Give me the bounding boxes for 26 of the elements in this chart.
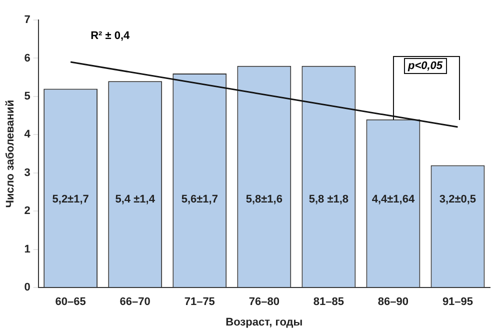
annotation: R² ± 0,4 <box>90 30 130 42</box>
y-tick-label: 1 <box>24 243 30 256</box>
x-tick-label: 81–85 <box>313 296 344 308</box>
x-tick-label: 91–95 <box>442 296 474 308</box>
annotation: p<0,05 <box>404 58 447 74</box>
x-tick-label: 60–65 <box>55 296 86 308</box>
x-tick-label: 76–80 <box>248 296 280 308</box>
x-tick-label: 71–75 <box>184 296 215 308</box>
x-axis-title: Возраст, годы <box>226 316 303 328</box>
y-axis-title: Число заболеваний <box>4 100 17 208</box>
x-tick-label: 66–70 <box>120 296 150 308</box>
data-label: 5,4 ±1,4 <box>115 194 156 206</box>
y-tick-label: 3 <box>24 166 30 179</box>
y-tick-label: 7 <box>24 14 30 26</box>
data-label: 3,2±0,5 <box>439 194 476 206</box>
y-tick-label: 6 <box>24 52 30 64</box>
data-label: 4,4±1,64 <box>372 194 416 206</box>
data-label: 5,8±1,6 <box>246 194 282 206</box>
y-tick-label: 4 <box>24 128 32 141</box>
data-label: 5,6±1,7 <box>181 194 218 206</box>
data-label: 5,2±1,7 <box>52 194 89 206</box>
x-tick-label: 86–90 <box>378 296 409 308</box>
y-tick-label: 0 <box>24 282 30 294</box>
y-tick-label: 5 <box>24 90 30 102</box>
data-label: 5,8 ±1,8 <box>308 194 349 206</box>
y-tick-label: 2 <box>24 205 30 218</box>
